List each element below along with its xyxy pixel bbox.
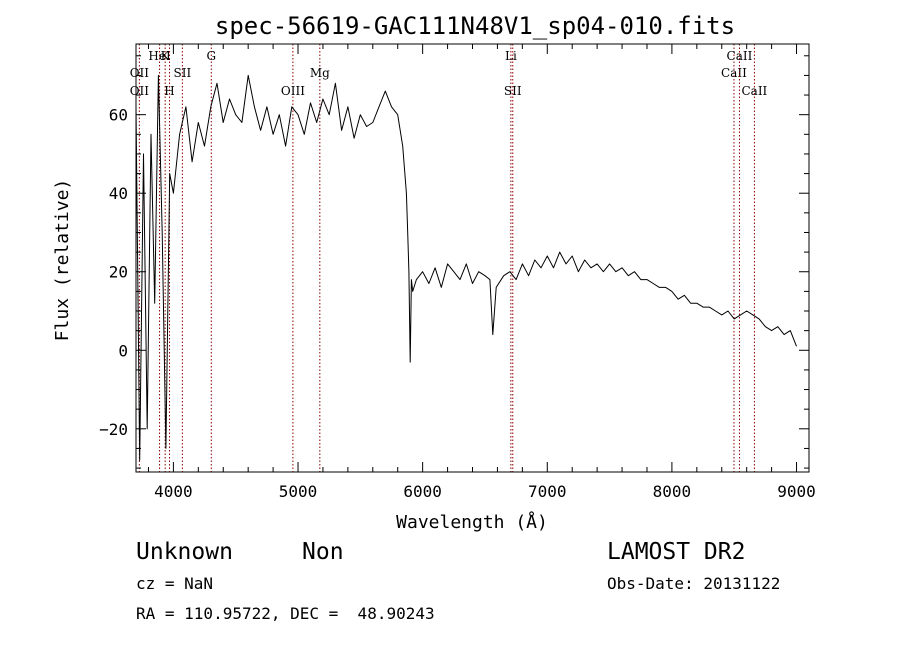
line-marker-label-8-0: Li (505, 49, 517, 63)
x-tick-label: 9000 (777, 482, 816, 501)
x-tick-label: 7000 (528, 482, 567, 501)
x-tick-label: 8000 (653, 482, 692, 501)
x-tick-label: 6000 (403, 482, 442, 501)
line-marker-label-5-0: G (206, 49, 216, 63)
y-tick-label: −20 (99, 420, 128, 439)
survey-name: LAMOST DR2 (607, 539, 746, 565)
spectrum-line (135, 74, 797, 461)
ra-dec: RA = 110.95722, DEC = 48.90243 (136, 604, 435, 623)
observation-date: Obs-Date: 20131122 (607, 574, 781, 593)
y-tick-label: 60 (109, 106, 128, 125)
line-marker-label-4-0: SII (174, 66, 192, 80)
x-tick-label: 4000 (154, 482, 193, 501)
line-marker-label-7-0: Mg (310, 66, 330, 80)
chart-title: spec-56619-GAC111N48V1_sp04-010.fits (215, 12, 735, 40)
plot-frame (135, 43, 810, 473)
y-tick-label: 20 (109, 263, 128, 282)
line-marker-label-2-0: K (161, 49, 171, 63)
axis-ticks: 4000 5000 6000 7000 8000 9000 −20 0 20 40 60 (99, 44, 816, 501)
object-class: Unknown (136, 539, 233, 565)
line-marker-label-3-0: H (164, 84, 174, 98)
redshift-cz: cz = NaN (136, 574, 214, 593)
line-marker-label-12-0: CaII (741, 84, 767, 98)
object-subclass: Non (302, 539, 344, 565)
line-marker-label-11-0: CaII (727, 49, 753, 63)
line-marker-label-6-0: OIII (281, 84, 305, 98)
line-marker-label-10-0: CaII (721, 66, 747, 80)
y-axis-label: Flux (relative) (52, 179, 73, 342)
x-tick-label: 5000 (279, 482, 318, 501)
line-marker-label-0-1: OII (130, 84, 150, 98)
line-marker-label-0-0: OII (130, 66, 150, 80)
y-tick-label: 40 (109, 184, 128, 203)
line-marker-label-9-0: SII (504, 84, 522, 98)
x-axis-label: Wavelength (Å) (396, 511, 548, 533)
y-tick-label: 0 (118, 341, 128, 360)
